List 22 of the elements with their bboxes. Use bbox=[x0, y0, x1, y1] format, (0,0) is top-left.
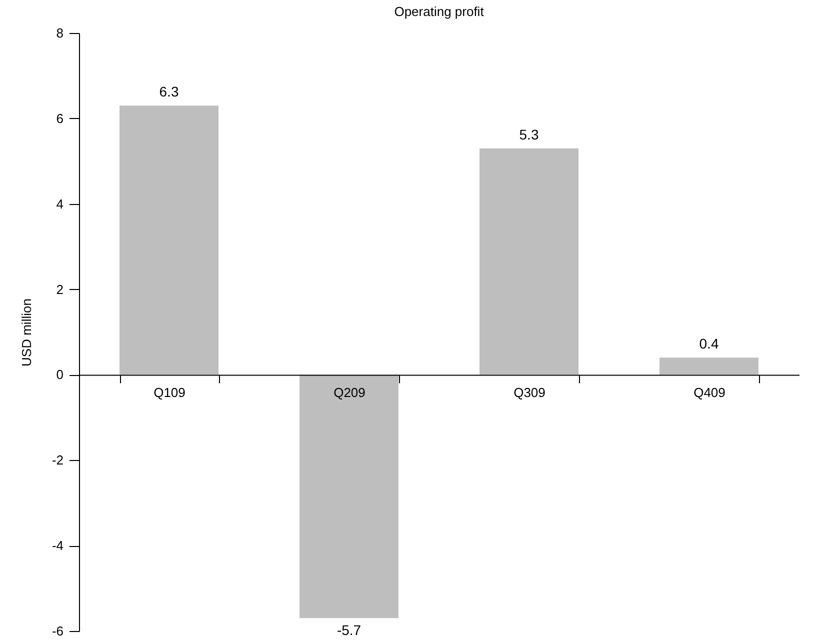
y-tick-label: 0 bbox=[56, 367, 64, 382]
x-tick-label: Q309 bbox=[514, 385, 546, 400]
bar bbox=[120, 106, 218, 375]
y-tick-label: 4 bbox=[56, 196, 64, 212]
y-tick-label: -2 bbox=[52, 452, 64, 468]
bar bbox=[300, 374, 398, 618]
y-tick-label: -4 bbox=[52, 538, 64, 554]
y-tick-label: 8 bbox=[56, 26, 64, 40]
data-label: -5.7 bbox=[336, 622, 362, 638]
bar bbox=[660, 358, 758, 375]
data-label: 5.3 bbox=[519, 126, 539, 142]
y-tick-label: 6 bbox=[56, 110, 64, 126]
x-tick-label: Q209 bbox=[334, 385, 366, 400]
bar bbox=[480, 148, 578, 375]
x-tick-label: Q109 bbox=[154, 385, 186, 400]
chart-title: Operating profit bbox=[394, 4, 484, 19]
y-axis-title: USD million bbox=[18, 298, 34, 366]
y-tick-label: -6 bbox=[52, 624, 64, 638]
data-label: 0.4 bbox=[699, 336, 719, 352]
data-label: 6.3 bbox=[159, 84, 179, 100]
y-tick-label: 2 bbox=[56, 282, 64, 297]
x-tick-label: Q409 bbox=[694, 385, 726, 400]
